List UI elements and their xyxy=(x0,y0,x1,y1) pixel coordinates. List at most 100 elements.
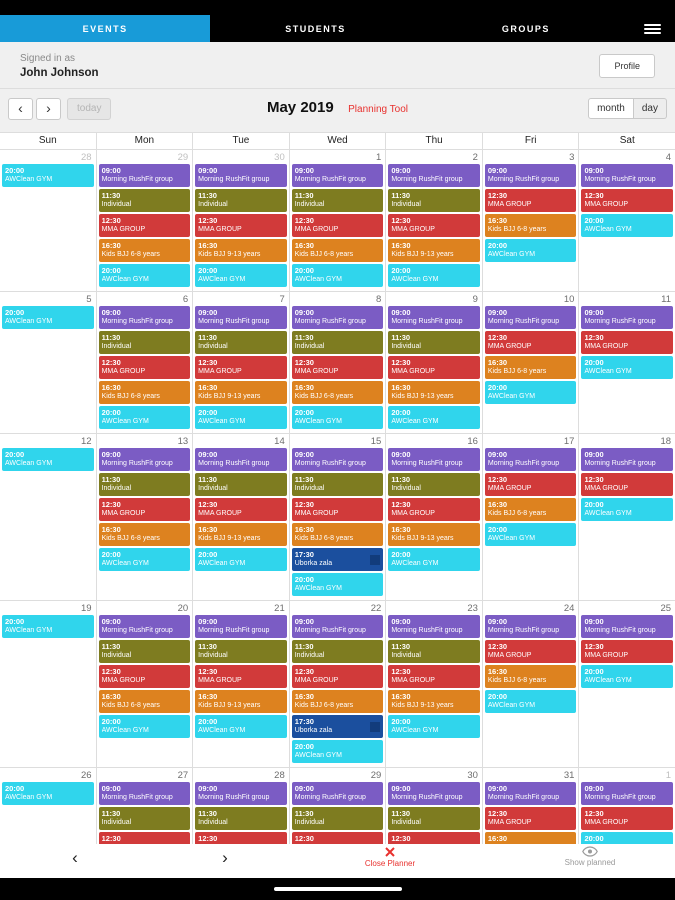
event-rushfit[interactable]: 09:00 Morning RushFit group xyxy=(581,615,674,638)
event-rushfit[interactable]: 09:00 Morning RushFit group xyxy=(388,615,480,638)
calendar-day-cell[interactable]: 6 09:00 Morning RushFit group 11:30 Individu… xyxy=(97,292,194,433)
event-individual[interactable]: 11:30 Individual xyxy=(291,331,384,354)
event-rushfit[interactable]: 09:00 Morning RushFit group xyxy=(291,615,384,638)
calendar-day-cell[interactable]: 22 09:00 Morning RushFit group 11:30 Individ… xyxy=(290,601,387,767)
event-rushfit[interactable]: 09:00 Morning RushFit group xyxy=(195,164,287,187)
calendar-day-cell[interactable]: 15 09:00 Morning RushFit group 11:30 Individ… xyxy=(290,434,387,600)
event-individual[interactable]: 11:30 Individual xyxy=(98,807,191,830)
show-planned-button[interactable]: Show planned xyxy=(550,846,630,868)
event-rushfit[interactable]: 09:00 Morning RushFit group xyxy=(98,306,191,329)
event-rushfit[interactable]: 09:00 Morning RushFit group xyxy=(98,615,191,638)
event-rushfit[interactable]: 09:00 Morning RushFit group xyxy=(388,164,480,187)
calendar-day-cell[interactable]: 11 09:00 Morning RushFit group 12:30 MMA GRO… xyxy=(579,292,675,433)
calendar-day-cell[interactable]: 26 20:00 AWClean GYM xyxy=(0,768,97,844)
calendar-day-cell[interactable]: 20 09:00 Morning RushFit group 11:30 Individ… xyxy=(97,601,194,767)
event-individual[interactable]: 11:30 Individual xyxy=(195,807,287,830)
calendar-day-cell[interactable]: 31 09:00 Morning RushFit group 12:30 MMA GRO… xyxy=(483,768,580,844)
event-uborka[interactable]: 17:30 Uborka zala xyxy=(291,548,384,571)
event-bjj913[interactable]: 16:30 Kids BJJ 9-13 years xyxy=(195,239,287,262)
footer-prev-button[interactable]: ‹ xyxy=(72,848,78,867)
event-individual[interactable]: 11:30 Individual xyxy=(291,807,384,830)
calendar-day-cell[interactable]: 28 09:00 Morning RushFit group 11:30 Individ… xyxy=(193,768,290,844)
event-rushfit[interactable]: 09:00 Morning RushFit group xyxy=(484,782,577,805)
calendar-day-cell[interactable]: 2 09:00 Morning RushFit group 11:30 Individu… xyxy=(386,150,483,291)
prev-month-button[interactable]: ‹ xyxy=(8,97,33,120)
event-individual[interactable]: 11:30 Individual xyxy=(195,640,287,663)
footer-next-button[interactable]: › xyxy=(222,848,228,867)
event-rushfit[interactable]: 09:00 Morning RushFit group xyxy=(195,448,287,471)
calendar-day-cell[interactable]: 30 09:00 Morning RushFit group 11:30 Individ… xyxy=(386,768,483,844)
event-individual[interactable]: 11:30 Individual xyxy=(388,473,480,496)
event-rushfit[interactable]: 09:00 Morning RushFit group xyxy=(291,448,384,471)
event-uborka[interactable]: 17:30 Uborka zala xyxy=(291,715,384,738)
calendar-day-cell[interactable]: 8 09:00 Morning RushFit group 11:30 Individu… xyxy=(290,292,387,433)
calendar-day-cell[interactable]: 24 09:00 Morning RushFit group 12:30 MMA GRO… xyxy=(483,601,580,767)
calendar-day-cell[interactable]: 25 09:00 Morning RushFit group 12:30 MMA GRO… xyxy=(579,601,675,767)
calendar-day-cell[interactable]: 12 20:00 AWClean GYM xyxy=(0,434,97,600)
calendar-day-cell[interactable]: 28 20:00 AWClean GYM xyxy=(0,150,97,291)
event-rushfit[interactable]: 09:00 Morning RushFit group xyxy=(98,448,191,471)
calendar-day-cell[interactable]: 1 09:00 Morning RushFit group 12:30 MMA GROU… xyxy=(579,768,675,844)
event-rushfit[interactable]: 09:00 Morning RushFit group xyxy=(195,615,287,638)
event-bjj913[interactable]: 16:30 Kids BJJ 9-13 years xyxy=(195,381,287,404)
event-rushfit[interactable]: 09:00 Morning RushFit group xyxy=(484,306,577,329)
event-rushfit[interactable]: 09:00 Morning RushFit group xyxy=(388,306,480,329)
event-bjj913[interactable]: 16:30 Kids BJJ 9-13 years xyxy=(388,239,480,262)
calendar-day-cell[interactable]: 19 20:00 AWClean GYM xyxy=(0,601,97,767)
calendar-day-cell[interactable]: 17 09:00 Morning RushFit group 12:30 MMA GRO… xyxy=(483,434,580,600)
calendar-day-cell[interactable]: 14 09:00 Morning RushFit group 11:30 Individ… xyxy=(193,434,290,600)
event-rushfit[interactable]: 09:00 Morning RushFit group xyxy=(484,164,577,187)
event-individual[interactable]: 11:30 Individual xyxy=(388,807,480,830)
event-bjj913[interactable]: 16:30 Kids BJJ 9-13 years xyxy=(388,381,480,404)
profile-button[interactable]: Profile xyxy=(599,53,655,78)
event-individual[interactable]: 11:30 Individual xyxy=(388,189,480,212)
event-individual[interactable]: 11:30 Individual xyxy=(388,640,480,663)
home-indicator[interactable] xyxy=(273,887,402,891)
calendar-day-cell[interactable]: 13 09:00 Morning RushFit group 11:30 Individ… xyxy=(97,434,194,600)
event-individual[interactable]: 11:30 Individual xyxy=(388,331,480,354)
event-rushfit[interactable]: 09:00 Morning RushFit group xyxy=(581,448,674,471)
event-rushfit[interactable]: 09:00 Morning RushFit group xyxy=(195,782,287,805)
